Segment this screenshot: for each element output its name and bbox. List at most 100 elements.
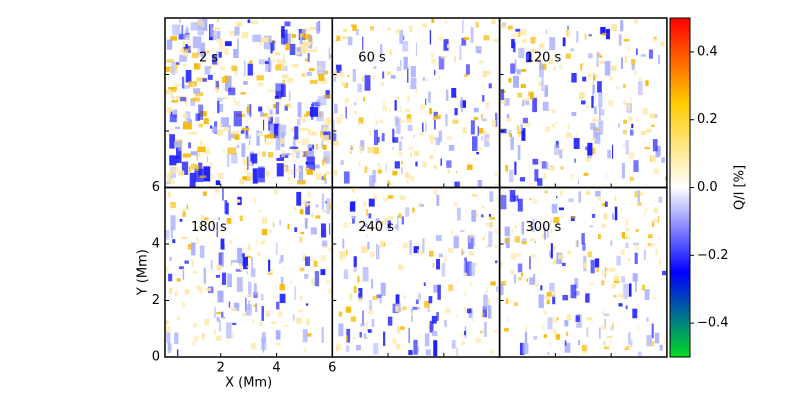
texture (339, 251, 346, 259)
texture (308, 41, 314, 44)
texture (302, 33, 304, 38)
texture (235, 21, 242, 27)
texture (651, 323, 654, 339)
texture (377, 169, 382, 174)
texture (390, 75, 396, 79)
texture (433, 284, 438, 293)
texture (192, 83, 195, 89)
texture (558, 254, 564, 260)
texture (608, 99, 614, 107)
texture (368, 310, 374, 315)
texture (294, 227, 298, 232)
texture (403, 35, 405, 40)
texture (345, 106, 347, 119)
texture (203, 267, 206, 284)
texture (190, 97, 200, 102)
texture (495, 260, 498, 264)
texture (274, 189, 279, 195)
texture (198, 123, 204, 128)
texture (211, 54, 218, 65)
texture (571, 72, 577, 83)
texture (321, 176, 324, 181)
texture (316, 21, 320, 34)
texture (263, 119, 265, 131)
texture (172, 109, 178, 118)
texture (588, 34, 592, 37)
texture (357, 275, 360, 283)
texture (174, 332, 179, 344)
texture (543, 310, 548, 315)
texture (216, 129, 224, 136)
texture (195, 237, 199, 244)
texture (614, 196, 617, 202)
texture (280, 276, 284, 287)
texture (540, 285, 543, 291)
texture (602, 203, 607, 207)
texture (620, 208, 623, 212)
texture (484, 321, 487, 337)
texture (168, 343, 171, 354)
texture (626, 346, 630, 350)
texture (377, 136, 380, 143)
texture (234, 70, 238, 76)
texture (351, 215, 357, 219)
texture (521, 241, 527, 245)
texture (261, 306, 265, 321)
texture (398, 307, 404, 312)
texture (227, 147, 237, 155)
texture (342, 238, 345, 249)
texture (538, 81, 544, 87)
texture (165, 89, 171, 95)
texture (636, 48, 638, 56)
texture (404, 108, 411, 113)
texture (305, 256, 311, 266)
texture (259, 321, 263, 327)
texture (358, 297, 363, 302)
texture (567, 124, 570, 129)
texture (549, 165, 555, 171)
texture (166, 39, 173, 50)
texture (371, 279, 374, 289)
texture (398, 152, 403, 156)
texture (505, 237, 510, 249)
texture (198, 286, 203, 294)
texture (510, 252, 517, 260)
texture (370, 251, 375, 258)
texture (451, 87, 457, 98)
texture (392, 137, 399, 143)
texture (506, 317, 509, 322)
texture (642, 284, 645, 291)
texture (354, 102, 357, 106)
texture (363, 200, 367, 207)
texture (632, 308, 638, 319)
texture (638, 191, 644, 197)
texture (387, 216, 393, 220)
texture (657, 215, 660, 223)
texture (408, 327, 410, 343)
texture (169, 256, 172, 262)
texture (293, 164, 296, 178)
texture (522, 117, 529, 124)
texture (415, 42, 417, 57)
texture (504, 226, 510, 237)
texture (396, 29, 401, 34)
texture (285, 104, 289, 107)
texture (368, 213, 372, 219)
texture (441, 263, 446, 277)
texture (188, 142, 191, 149)
texture (171, 100, 179, 103)
panel-label: 300 s (526, 220, 562, 235)
texture (297, 309, 304, 313)
texture (275, 330, 281, 340)
texture (431, 330, 438, 337)
texture (555, 121, 558, 125)
texture (241, 32, 248, 39)
texture (568, 30, 571, 38)
texture (178, 140, 182, 151)
texture (429, 320, 434, 333)
texture (440, 158, 442, 166)
texture (233, 130, 239, 135)
texture (555, 140, 559, 148)
texture (607, 149, 611, 159)
texture (371, 75, 376, 80)
